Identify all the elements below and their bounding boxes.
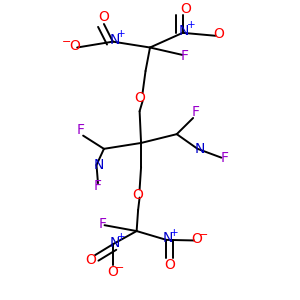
- Text: O: O: [180, 2, 191, 16]
- Text: +: +: [170, 227, 179, 238]
- Text: N: N: [179, 24, 189, 38]
- Text: −: −: [115, 263, 124, 273]
- Text: −: −: [62, 37, 71, 47]
- Text: O: O: [134, 91, 145, 105]
- Text: +: +: [187, 20, 195, 31]
- Text: O: O: [69, 39, 80, 53]
- Text: O: O: [164, 258, 175, 272]
- Text: −: −: [199, 230, 208, 240]
- Text: O: O: [98, 10, 110, 24]
- Text: F: F: [220, 151, 228, 165]
- Text: N: N: [195, 142, 205, 156]
- Text: O: O: [213, 27, 224, 41]
- Text: N: N: [163, 231, 173, 245]
- Text: O: O: [107, 265, 118, 279]
- Text: O: O: [133, 188, 143, 202]
- Text: N: N: [109, 236, 119, 250]
- Text: F: F: [192, 105, 200, 119]
- Text: +: +: [117, 29, 125, 39]
- Text: F: F: [98, 217, 106, 231]
- Text: F: F: [76, 123, 84, 137]
- Text: +: +: [117, 232, 125, 242]
- Text: O: O: [85, 254, 96, 267]
- Text: N: N: [94, 158, 104, 172]
- Text: N: N: [109, 33, 119, 47]
- Text: O: O: [191, 232, 203, 246]
- Text: F: F: [94, 179, 102, 193]
- Text: F: F: [180, 49, 188, 63]
